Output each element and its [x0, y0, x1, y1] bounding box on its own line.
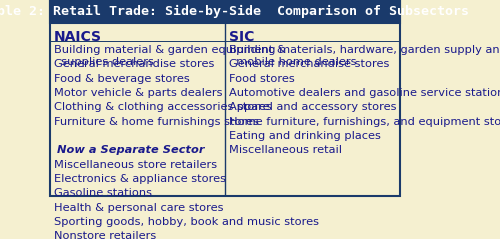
- Text: Clothing & clothing accessories stores: Clothing & clothing accessories stores: [54, 102, 272, 112]
- Text: NAICS: NAICS: [54, 30, 102, 44]
- Text: Motor vehicle & parts dealers: Motor vehicle & parts dealers: [54, 88, 222, 98]
- Text: Furniture & home furnishings stores: Furniture & home furnishings stores: [54, 117, 258, 127]
- Text: Table 2: Retail Trade: Side-by-Side  Comparison of Subsectors: Table 2: Retail Trade: Side-by-Side Comp…: [0, 5, 469, 18]
- Text: Building materials, hardware, garden supply and
  mobile home dealers: Building materials, hardware, garden sup…: [229, 45, 500, 67]
- Text: Food & beverage stores: Food & beverage stores: [54, 74, 190, 84]
- Text: Electronics & appliance stores: Electronics & appliance stores: [54, 174, 226, 184]
- Text: Automotive dealers and gasoline service stations: Automotive dealers and gasoline service …: [229, 88, 500, 98]
- Text: Gasoline stations: Gasoline stations: [54, 188, 152, 198]
- Text: Miscellaneous store retailers: Miscellaneous store retailers: [54, 160, 217, 170]
- Text: Sporting goods, hobby, book and music stores: Sporting goods, hobby, book and music st…: [54, 217, 319, 227]
- Text: Now a Separate Sector: Now a Separate Sector: [57, 145, 205, 155]
- Text: General merchandise stores: General merchandise stores: [229, 60, 389, 69]
- Text: Apparel and accessory stores: Apparel and accessory stores: [229, 102, 396, 112]
- Text: Miscellaneous retail: Miscellaneous retail: [229, 145, 342, 155]
- Text: Eating and drinking places: Eating and drinking places: [229, 131, 380, 141]
- Text: SIC: SIC: [229, 30, 254, 44]
- Text: Food stores: Food stores: [229, 74, 294, 84]
- Text: Nonstore retailers: Nonstore retailers: [54, 231, 156, 239]
- Text: Health & personal care stores: Health & personal care stores: [54, 202, 223, 212]
- FancyBboxPatch shape: [50, 0, 401, 22]
- Text: General merchandise stores: General merchandise stores: [54, 60, 214, 69]
- Text: Home furniture, furnishings, and equipment stores: Home furniture, furnishings, and equipme…: [229, 117, 500, 127]
- Text: Building material & garden equipment &
  supplies dealers: Building material & garden equipment & s…: [54, 45, 286, 67]
